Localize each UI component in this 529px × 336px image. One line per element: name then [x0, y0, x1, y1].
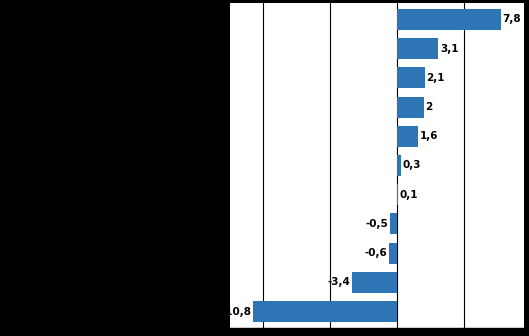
Text: 3,1: 3,1 — [440, 44, 459, 54]
Bar — [397, 155, 401, 176]
Bar — [390, 213, 397, 235]
Bar — [397, 126, 418, 147]
Bar — [352, 272, 397, 293]
Text: 2: 2 — [425, 102, 433, 112]
Text: 0,3: 0,3 — [403, 161, 421, 170]
Text: -10,8: -10,8 — [221, 306, 251, 317]
Text: -0,5: -0,5 — [366, 219, 389, 229]
Text: 0,1: 0,1 — [400, 190, 418, 200]
Bar — [397, 38, 439, 59]
Bar — [389, 243, 397, 264]
Text: 1,6: 1,6 — [420, 131, 439, 141]
Bar — [397, 184, 398, 205]
Bar — [397, 96, 424, 118]
Text: 2,1: 2,1 — [426, 73, 445, 83]
Text: 7,8: 7,8 — [503, 14, 521, 25]
Bar — [253, 301, 397, 322]
Text: -3,4: -3,4 — [327, 277, 350, 287]
Text: -0,6: -0,6 — [364, 248, 387, 258]
Bar — [397, 67, 425, 88]
Bar — [397, 9, 501, 30]
